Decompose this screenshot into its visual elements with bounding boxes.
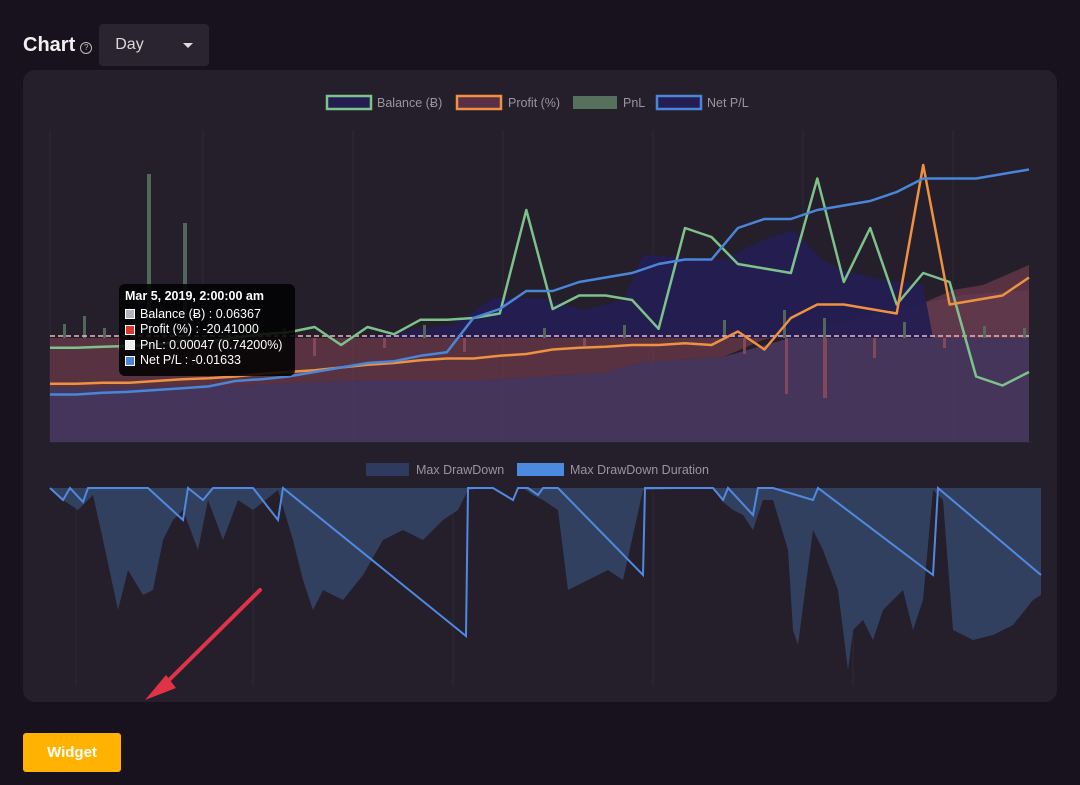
tooltip-label-balance: Balance (Ƀ) : 0.06367 bbox=[140, 306, 261, 321]
legend-item-profit[interactable]: Profit (%) bbox=[455, 94, 560, 111]
tooltip-swatch-profit bbox=[125, 324, 135, 335]
legend-item-pnl[interactable]: PnL bbox=[573, 96, 645, 110]
period-select-value: Day bbox=[115, 36, 144, 53]
legend-item-max-drawdown-duration[interactable]: Max DrawDown Duration bbox=[517, 463, 709, 477]
legend-label-max-drawdown-duration: Max DrawDown Duration bbox=[570, 463, 709, 477]
period-select[interactable]: Day bbox=[99, 24, 210, 66]
legend-label-netpl: Net P/L bbox=[707, 96, 749, 110]
tooltip-label-pnl: PnL: 0.00047 (0.74200%) bbox=[140, 337, 283, 352]
charts-svg: Balance (Ƀ) Profit (%) PnL Net P/L bbox=[49, 94, 1042, 700]
tooltip-label-profit: Profit (%) : -20.41000 bbox=[140, 322, 259, 336]
legend-label-balance: Balance (Ƀ) bbox=[377, 96, 442, 110]
balance-area bbox=[363, 230, 933, 338]
legend-item-balance[interactable]: Balance (Ƀ) bbox=[325, 94, 442, 111]
red-arrow-icon bbox=[145, 588, 262, 700]
legend-item-netpl[interactable]: Net P/L bbox=[655, 94, 749, 111]
legend-bottom: Max DrawDown Max DrawDown Duration bbox=[366, 463, 709, 477]
profit-area-base bbox=[50, 290, 1029, 442]
drawdown-chart bbox=[49, 485, 1042, 686]
widget-button[interactable]: Widget bbox=[23, 733, 121, 772]
max-drawdown-area bbox=[50, 488, 1041, 670]
profit-line bbox=[50, 163, 1030, 385]
tooltip-swatch-netpl bbox=[125, 355, 135, 366]
max-drawdown-duration-line bbox=[49, 485, 1042, 639]
tooltip-label-netpl: Net P/L : -0.01633 bbox=[140, 353, 241, 367]
tooltip-swatch-balance bbox=[125, 309, 135, 320]
tooltip-row-balance: Balance (Ƀ) : 0.06367 bbox=[125, 307, 289, 323]
chart-tooltip: Mar 5, 2019, 2:00:00 am Balance (Ƀ) : 0.… bbox=[119, 284, 295, 376]
legend-label-profit: Profit (%) bbox=[508, 96, 560, 110]
tooltip-row-pnl: PnL: 0.00047 (0.74200%) bbox=[125, 338, 289, 354]
chart-header: Chart ? Day bbox=[23, 24, 210, 66]
legend-item-max-drawdown[interactable]: Max DrawDown bbox=[366, 463, 504, 477]
chart-panel: Balance (Ƀ) Profit (%) PnL Net P/L bbox=[23, 70, 1057, 702]
question-circle-icon[interactable]: ? bbox=[80, 41, 93, 54]
tooltip-swatch-pnl bbox=[125, 340, 135, 351]
netpl-line bbox=[50, 168, 1030, 396]
legend-top: Balance (Ƀ) Profit (%) PnL Net P/L bbox=[325, 94, 749, 111]
tooltip-title: Mar 5, 2019, 2:00:00 am bbox=[125, 289, 264, 303]
legend-label-pnl: PnL bbox=[623, 96, 645, 110]
legend-label-max-drawdown: Max DrawDown bbox=[416, 463, 504, 477]
page-title: Chart bbox=[23, 33, 76, 56]
tooltip-row-profit: Profit (%) : -20.41000 bbox=[125, 322, 289, 338]
tooltip-row-netpl: Net P/L : -0.01633 bbox=[125, 353, 289, 369]
chevron-down-icon bbox=[183, 42, 194, 48]
